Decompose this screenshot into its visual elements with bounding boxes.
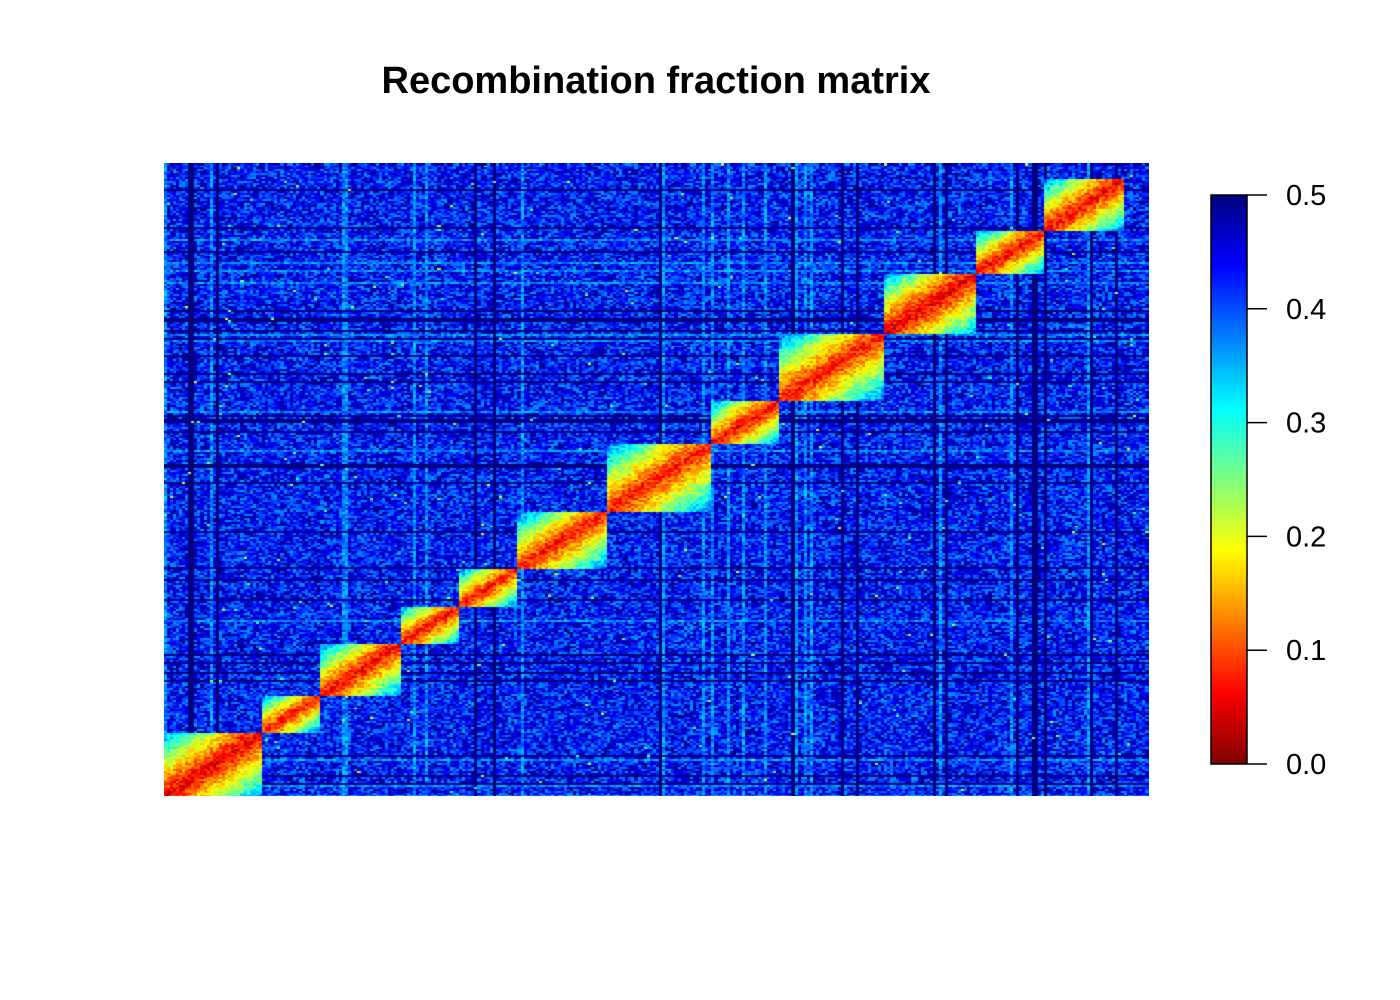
heatmap-plot-area — [164, 163, 1149, 796]
colorbar-tick-label: 0.0 — [1286, 749, 1326, 781]
colorbar: 0.0 0.1 0.2 0.3 0.4 0.5 — [1210, 180, 1326, 781]
heatmap-cells — [164, 163, 1149, 796]
chart-title: Recombination fraction matrix — [381, 60, 931, 102]
colorbar-tick-label: 0.5 — [1286, 180, 1326, 212]
colorbar-tick-label: 0.2 — [1286, 521, 1326, 553]
colorbar-gradient — [1210, 194, 1248, 765]
colorbar-tick-label: 0.3 — [1286, 408, 1326, 440]
colorbar-tick-label: 0.1 — [1286, 635, 1326, 667]
colorbar-tick-label: 0.4 — [1286, 294, 1326, 326]
